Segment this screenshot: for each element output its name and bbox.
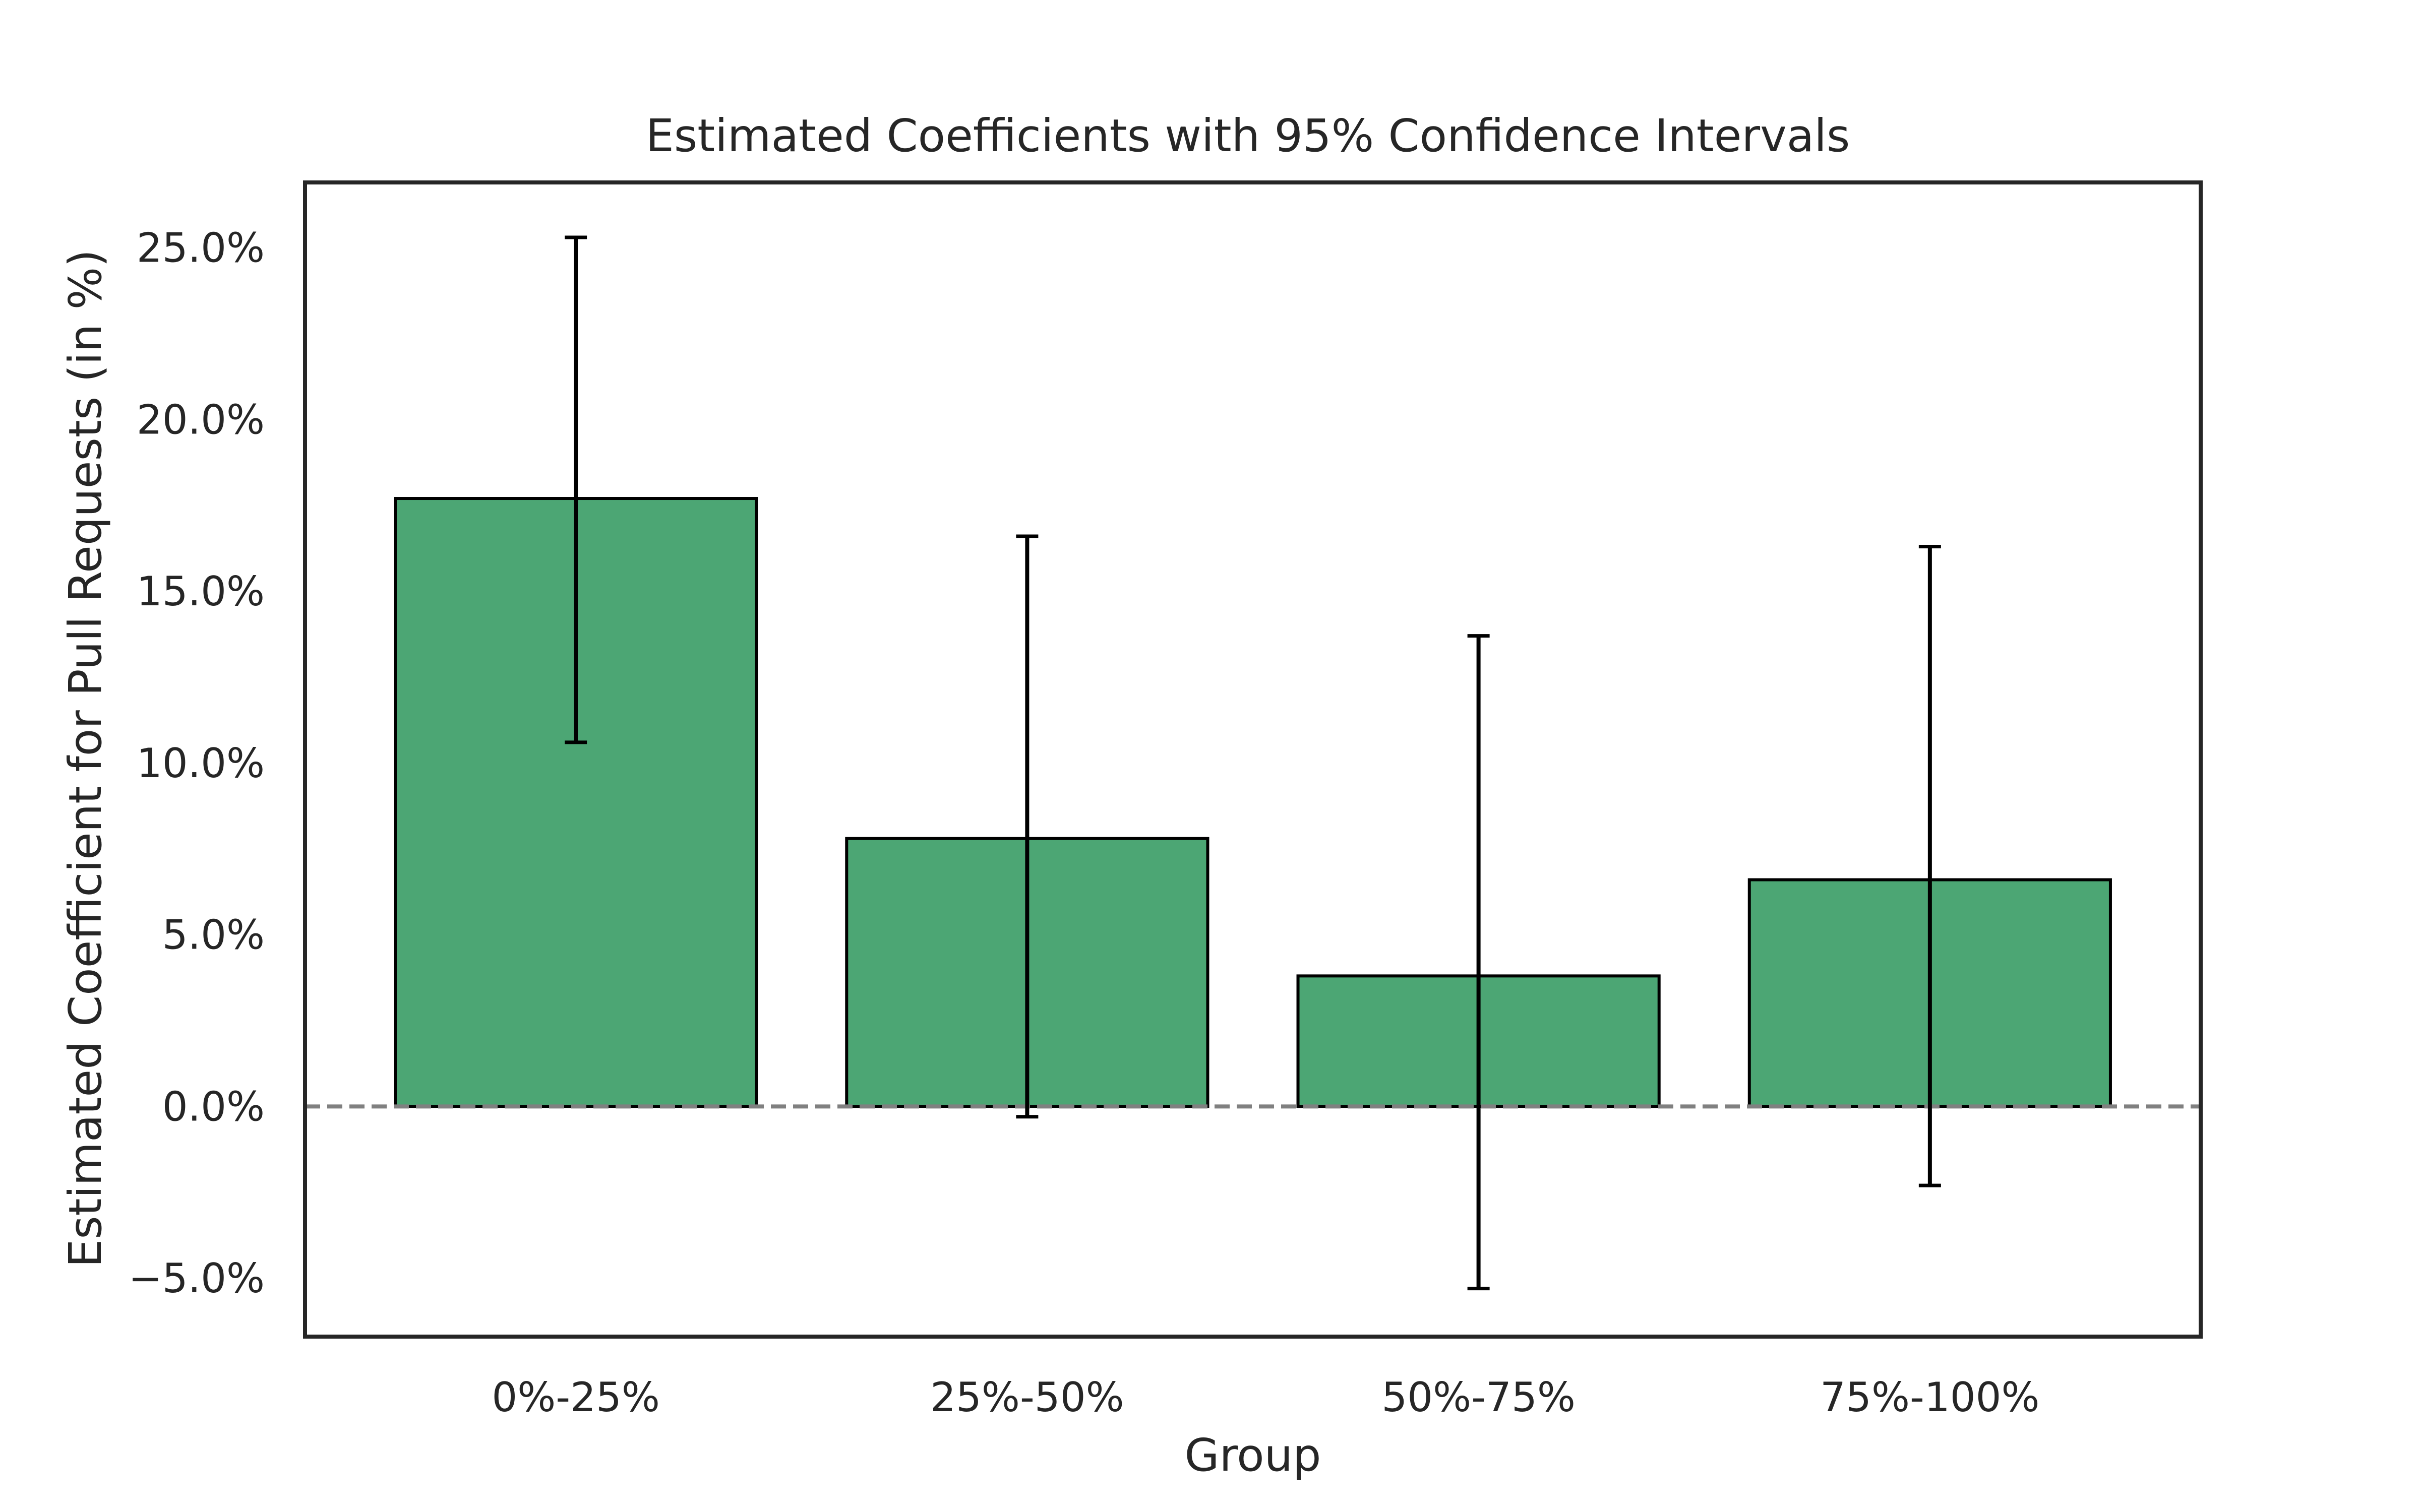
- x-axis: 0%-25% 25%-50% 50%-75% 75%-100%: [492, 1374, 2039, 1421]
- y-tick-label: 15.0%: [137, 568, 265, 615]
- y-tick-label: 10.0%: [137, 740, 265, 787]
- x-axis-label: Group: [1185, 1429, 1321, 1481]
- x-tick-label: 25%-50%: [930, 1374, 1124, 1421]
- y-tick-label: 25.0%: [137, 224, 265, 271]
- chart-title: Estimated Coefficients with 95% Confiden…: [646, 109, 1850, 162]
- y-tick-label: 0.0%: [162, 1083, 265, 1130]
- y-tick-label: 5.0%: [162, 912, 265, 959]
- plot-area: [305, 235, 2201, 1291]
- x-tick-label: 50%-75%: [1381, 1374, 1576, 1421]
- y-tick-label: 20.0%: [137, 396, 265, 443]
- y-tick-label: −5.0%: [129, 1255, 265, 1302]
- y-axis-label: Estimated Coefficient for Pull Requests …: [59, 249, 111, 1268]
- y-axis: −5.0% 0.0% 5.0% 10.0% 15.0% 20.0% 25.0%: [129, 224, 265, 1302]
- x-tick-label: 0%-25%: [492, 1374, 660, 1421]
- plot-frame: [303, 180, 2203, 1339]
- x-tick-label: 75%-100%: [1820, 1374, 2039, 1421]
